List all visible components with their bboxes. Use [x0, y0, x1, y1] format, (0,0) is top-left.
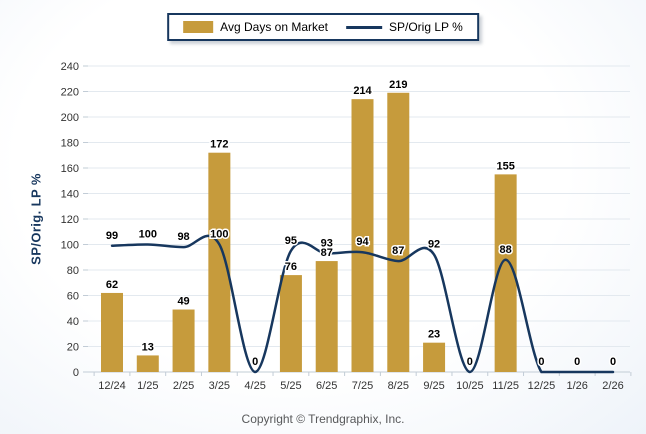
bar-avg-days	[208, 152, 231, 372]
line-value-label: 93	[321, 237, 333, 249]
y-tick-label: 40	[67, 316, 79, 328]
line-value-label: 0	[467, 356, 473, 368]
x-tick-label: 12/24	[98, 380, 126, 392]
bar-avg-days	[315, 261, 338, 372]
bar-avg-days	[351, 99, 374, 373]
y-tick-label: 240	[61, 61, 79, 73]
y-tick-label: 220	[61, 87, 79, 99]
x-tick-label: 3/25	[209, 380, 230, 392]
legend-line-label: SP/Orig LP %	[389, 20, 463, 34]
bar-avg-days	[494, 174, 517, 372]
y-tick-label: 60	[67, 291, 79, 303]
legend: Avg Days on Market SP/Orig LP %	[167, 13, 479, 41]
y-tick-label: 160	[61, 163, 79, 175]
bar-value-label: 23	[428, 329, 440, 341]
x-tick-label: 7/25	[352, 380, 373, 392]
bar-avg-days	[172, 309, 195, 372]
x-tick-label: 2/25	[173, 380, 194, 392]
bar-value-label: 49	[177, 296, 189, 308]
line-value-label: 100	[139, 229, 157, 241]
y-tick-label: 0	[73, 367, 79, 379]
line-value-label: 0	[252, 356, 258, 368]
sp-orig-lp-line	[110, 234, 615, 374]
bar-value-label: 214	[353, 85, 372, 97]
line-value-label: 99	[106, 230, 118, 242]
bar-legend-swatch-icon	[183, 21, 214, 33]
line-value-label: 87	[392, 245, 404, 257]
bar-value-label: 155	[496, 160, 514, 172]
line-legend-swatch-icon	[346, 25, 383, 29]
x-tick-label: 12/25	[528, 380, 556, 392]
bar-avg-days	[136, 355, 159, 372]
y-tick-label: 80	[67, 265, 79, 277]
y-tick-label: 120	[61, 214, 79, 226]
bar-value-label: 172	[210, 139, 228, 151]
x-tick-label: 4/25	[244, 380, 265, 392]
bar-avg-days	[101, 292, 123, 372]
bar-value-label: 76	[285, 261, 297, 273]
line-value-label: 0	[574, 356, 580, 368]
y-tick-label: 140	[61, 189, 79, 201]
y-tick-label: 100	[61, 240, 79, 252]
x-tick-label: 11/25	[492, 380, 519, 392]
copyright-text: Copyright © Trendgraphix, Inc.	[241, 412, 405, 426]
line-value-label: 0	[610, 356, 616, 368]
y-tick-label: 200	[61, 112, 79, 124]
legend-bar-label: Avg Days on Market	[220, 20, 329, 34]
bar-avg-days	[279, 275, 302, 372]
y-tick-label: 20	[67, 342, 79, 354]
bar-value-label: 13	[142, 341, 154, 353]
x-tick-label: 6/25	[316, 380, 337, 392]
line-value-label: 92	[428, 239, 440, 251]
x-tick-label: 5/25	[280, 380, 301, 392]
x-tick-label: 2/26	[602, 380, 623, 392]
x-tick-label: 1/26	[567, 380, 588, 392]
bar-value-label: 62	[106, 279, 118, 291]
bar-value-label: 87	[321, 247, 333, 259]
x-tick-label: 9/25	[423, 380, 444, 392]
x-tick-label: 1/25	[137, 380, 158, 392]
line-value-label: 94	[356, 236, 369, 248]
bar-avg-days	[423, 342, 446, 372]
y-tick-label: 180	[61, 138, 79, 150]
line-value-label: 100	[210, 229, 228, 241]
bar-value-label: 219	[389, 79, 407, 91]
line-value-label: 0	[538, 356, 544, 368]
x-tick-label: 10/25	[456, 380, 484, 392]
bar-avg-days	[387, 92, 410, 373]
line-value-label: 95	[285, 235, 297, 247]
line-value-label: 88	[500, 244, 512, 256]
x-tick-label: 8/25	[388, 380, 409, 392]
line-value-label: 98	[177, 231, 189, 243]
